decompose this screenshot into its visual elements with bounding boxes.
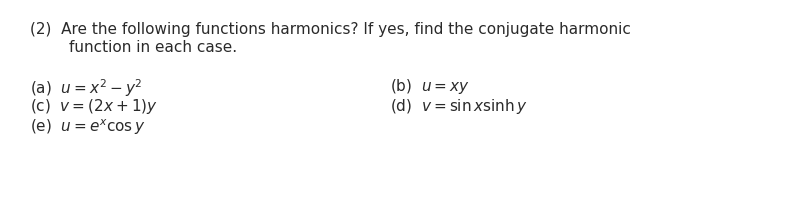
Text: (b)  $u = xy$: (b) $u = xy$ — [390, 77, 470, 96]
Text: (a)  $u = x^2 - y^2$: (a) $u = x^2 - y^2$ — [30, 77, 142, 98]
Text: (c)  $v = (2x+1)y$: (c) $v = (2x+1)y$ — [30, 97, 158, 115]
Text: (2)  Are the following functions harmonics? If yes, find the conjugate harmonic: (2) Are the following functions harmonic… — [30, 22, 631, 37]
Text: (e)  $u = e^x \cos y$: (e) $u = e^x \cos y$ — [30, 116, 146, 136]
Text: function in each case.: function in each case. — [30, 40, 237, 55]
Text: (d)  $v = \sin x\sinh y$: (d) $v = \sin x\sinh y$ — [390, 97, 527, 115]
